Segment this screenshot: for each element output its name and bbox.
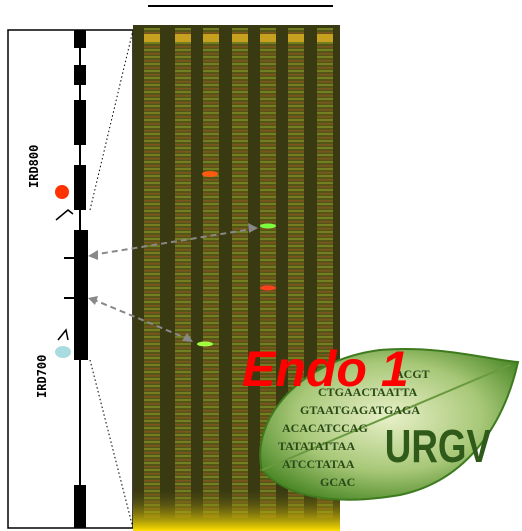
sequence-line: GCAC [320, 475, 355, 489]
sequence-line: ATCCTATAA [282, 457, 355, 471]
figure: IRD800 IRD700 ACGTCTGAACTAATTAGTAATGAGAT… [0, 0, 522, 531]
lane-well [144, 34, 160, 42]
sequence-line: ACACATCCAG [282, 421, 368, 435]
lane-well [232, 34, 248, 42]
logo-text: URGV [385, 420, 491, 472]
lane-well [288, 34, 304, 42]
lane-well [317, 34, 333, 42]
gel-lane [144, 28, 160, 518]
sequence-line: GTAATGAGATGAGA [300, 403, 420, 417]
ird800-label: IRD800 [27, 145, 41, 188]
sequence-line: TATATATTAA [278, 439, 355, 453]
lane-well [203, 34, 219, 42]
chromosome-panel: IRD800 IRD700 [8, 30, 133, 528]
gel-lane [175, 28, 191, 518]
ird700-label: IRD700 [35, 355, 49, 398]
lane-well [260, 34, 276, 42]
gel-lane [203, 28, 219, 518]
overlay-title: Endo 1 [242, 341, 409, 397]
lane-well [175, 34, 191, 42]
gel-lane [232, 28, 248, 518]
